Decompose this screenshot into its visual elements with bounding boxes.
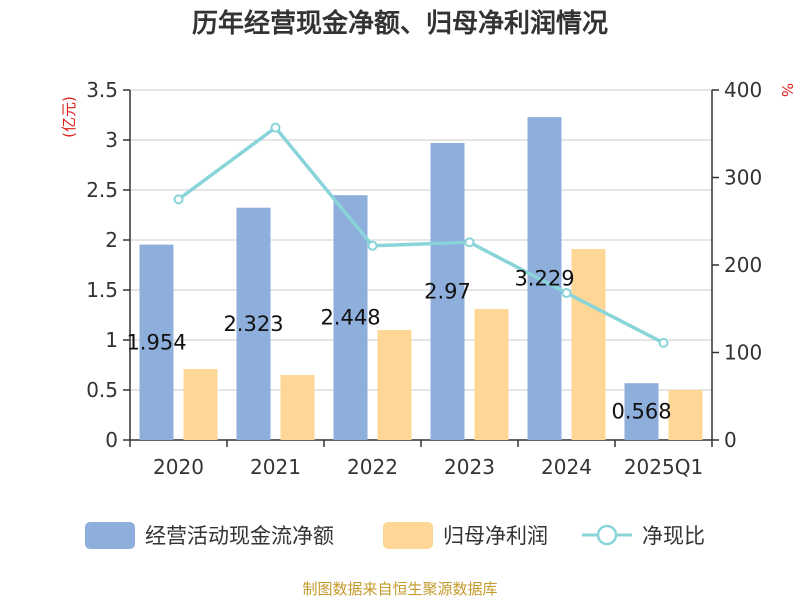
cash-flow-bar xyxy=(527,117,562,440)
net-profit-bar xyxy=(280,375,315,440)
chart-title: 历年经营现金净额、归母净利润情况 xyxy=(192,8,608,39)
right-tick-label: 300 xyxy=(724,166,762,190)
net-profit-bar xyxy=(668,390,703,440)
legend-label[interactable]: 净现比 xyxy=(642,524,705,548)
cash-flow-bar xyxy=(333,195,368,440)
ratio-line xyxy=(173,122,669,348)
x-tick-label: 2020 xyxy=(153,455,204,479)
right-tick-label: 200 xyxy=(724,253,762,277)
cash-flow-value-label: 2.448 xyxy=(320,306,380,330)
ratio-point xyxy=(561,288,572,298)
net-profit-bar xyxy=(183,369,218,440)
x-tick-label: 2025Q1 xyxy=(624,455,703,479)
x-tick-label: 2024 xyxy=(541,455,592,479)
axes: 0 0.5 1 1.5 2 2.5 3 3.5 0 100 200 300 400 2020 2021 202… xyxy=(86,78,762,479)
left-tick-label: 2.5 xyxy=(86,178,118,202)
left-tick-label: 1.5 xyxy=(86,278,118,302)
data-labels: 1.954 2.323 2.448 2.97 3.229 0.568 xyxy=(126,267,671,424)
ratio-point xyxy=(367,240,378,251)
legend-marker[interactable] xyxy=(596,524,618,546)
left-tick-label: 0 xyxy=(105,428,118,452)
ratio-point xyxy=(270,122,281,133)
cash-flow-bar xyxy=(624,383,659,440)
right-tick-label: 100 xyxy=(724,341,762,365)
cash-flow-value-label: 2.97 xyxy=(424,280,471,304)
left-axis-unit: (亿元) xyxy=(60,96,78,138)
left-tick-label: 3 xyxy=(105,128,118,152)
gridlines xyxy=(130,89,712,391)
x-tick-label: 2022 xyxy=(347,455,398,479)
source-note: 制图数据来自恒生聚源数据库 xyxy=(302,580,497,598)
ratio-line-path xyxy=(177,125,665,345)
net-profit-bar xyxy=(377,330,412,440)
left-tick-label: 1 xyxy=(105,328,118,352)
ratio-point xyxy=(464,237,475,248)
left-tick-label: 0.5 xyxy=(86,378,118,402)
left-tick-label: 2 xyxy=(105,228,118,252)
legend-label[interactable]: 经营活动现金流净额 xyxy=(145,524,334,548)
net-profit-bar xyxy=(474,309,509,440)
x-tick-label: 2023 xyxy=(444,455,495,479)
cash-flow-bar xyxy=(139,244,174,440)
cash-flow-bar xyxy=(236,207,271,440)
right-tick-label: 0 xyxy=(724,428,737,452)
legend[interactable]: 经营活动现金流净额 归母净利润 净现比 xyxy=(85,522,705,549)
x-tick-label: 2021 xyxy=(250,455,301,479)
right-axis-unit: % xyxy=(778,83,796,97)
bars xyxy=(139,117,703,440)
cash-flow-value-label: 2.323 xyxy=(223,312,283,336)
legend-swatch[interactable] xyxy=(383,522,433,549)
legend-swatch[interactable] xyxy=(85,522,135,549)
ratio-point xyxy=(173,194,184,205)
cash-flow-bar xyxy=(430,143,465,440)
ratio-point xyxy=(658,337,669,348)
cash-flow-value-label: 1.954 xyxy=(126,330,186,354)
net-profit-bar xyxy=(571,249,606,440)
legend-label[interactable]: 归母净利润 xyxy=(443,524,548,548)
cash-flow-value-label: 0.568 xyxy=(611,400,671,424)
right-tick-label: 400 xyxy=(724,78,762,102)
left-tick-label: 3.5 xyxy=(86,78,118,102)
cash-flow-value-label: 3.229 xyxy=(514,267,574,291)
